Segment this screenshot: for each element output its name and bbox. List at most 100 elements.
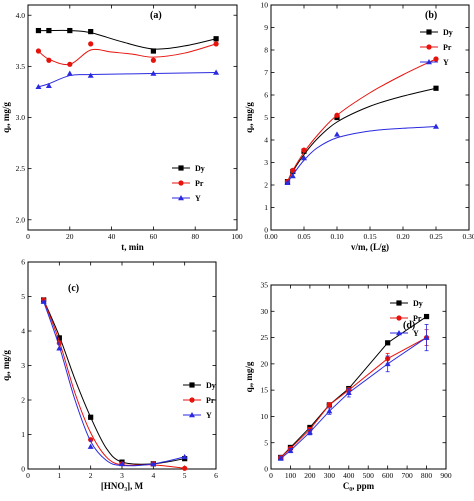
y-tick-label: 9 <box>264 23 268 32</box>
x-tick-label: 200 <box>304 471 316 480</box>
legend-marker <box>189 382 195 388</box>
data-point <box>345 389 352 396</box>
series-curve <box>287 58 437 182</box>
panel-b: 0.00 0.05 0.10 0.15 0.20 0.25 0.30 0 1 2 3 4 5 6 7 8 9 10… <box>244 1 474 252</box>
data-point <box>284 179 291 185</box>
legend: Dy Pr Y <box>390 299 423 338</box>
y-tick-label: 5 <box>264 113 268 122</box>
y-tick-label: 2 <box>264 181 268 190</box>
panel-tag: (b) <box>425 10 437 21</box>
data-point <box>289 173 296 179</box>
y-tick-label: 3.0 <box>16 113 26 122</box>
legend-marker <box>396 330 402 336</box>
data-point <box>182 465 188 471</box>
data-point <box>45 82 52 89</box>
x-tick-label: 800 <box>421 471 433 480</box>
legend-marker <box>189 412 195 418</box>
data-point <box>87 72 94 78</box>
y-tick-label: 4.0 <box>16 11 26 20</box>
data-point <box>423 313 430 320</box>
data-point <box>433 56 439 62</box>
legend-label: Pr <box>206 396 215 405</box>
y-tick-label: 3 <box>21 361 25 370</box>
x-tick-label: 0.05 <box>297 232 310 241</box>
legend-label: Pr <box>195 179 204 188</box>
legend-label: Pr <box>443 43 452 52</box>
data-point <box>384 360 391 367</box>
legend-marker <box>178 165 184 171</box>
y-axis-label: qₑ, mg/g <box>244 102 254 133</box>
data-point <box>277 455 284 461</box>
y-tick-label: 2.5 <box>16 164 26 173</box>
plot-frame <box>270 4 470 231</box>
data-point <box>290 167 296 173</box>
y-axis-label: qₑ, mg/g <box>1 350 11 381</box>
y-tick-label: 4 <box>264 136 268 145</box>
data-point <box>66 70 73 76</box>
x-tick-label: 20 <box>66 232 74 241</box>
data-point <box>67 61 73 67</box>
panel-d: 0 100 200 300 400 500 600 700 800 900 0 5 10 15 20 25 30… <box>244 281 452 491</box>
data-point <box>88 28 94 35</box>
y-tick-label: 15 <box>261 386 269 395</box>
legend: Dy Pr Y <box>420 28 453 67</box>
y-tick-label: 0 <box>264 226 268 235</box>
y-tick-label: 7 <box>264 68 268 77</box>
data-point <box>433 85 439 91</box>
data-point <box>150 48 156 54</box>
y-tick-label: 25 <box>261 333 269 342</box>
panel-tag: (d) <box>403 320 415 331</box>
data-point <box>67 27 73 34</box>
data-point <box>213 41 219 47</box>
series-dy <box>35 27 219 54</box>
x-tick-label: 0 <box>26 471 30 480</box>
x-axis-label: [HNO₃], M <box>101 481 144 491</box>
data-point <box>46 57 52 63</box>
data-point <box>385 340 391 346</box>
x-axis-label: v/m, (L/g) <box>351 242 389 252</box>
legend-label: Y <box>206 411 212 420</box>
y-tick-label: 10 <box>261 1 269 10</box>
legend: Dy Pr Y <box>183 381 216 420</box>
series-line <box>280 337 427 459</box>
series-y <box>40 298 188 467</box>
y-tick-label: 5 <box>264 438 268 447</box>
data-point <box>35 27 42 34</box>
y-tick-label: 30 <box>261 307 269 316</box>
y-tick-label: 6 <box>21 258 25 267</box>
x-axis-label: C₀, ppm <box>343 481 375 491</box>
data-point <box>213 69 220 75</box>
x-tick-label: 4 <box>151 471 155 480</box>
data-point <box>334 112 340 118</box>
x-tick-label: 2 <box>89 471 93 480</box>
y-tick-label: 3.5 <box>16 62 26 71</box>
data-point <box>87 443 94 449</box>
x-tick-label: 6 <box>214 471 218 480</box>
series-pr <box>35 41 219 67</box>
data-point <box>306 429 313 435</box>
data-point <box>150 70 157 76</box>
data-point <box>301 147 307 153</box>
y-tick-label: 0 <box>264 465 268 474</box>
legend-label: Dy <box>206 381 216 390</box>
x-tick-label: 40 <box>108 232 116 241</box>
series-curve <box>43 299 185 465</box>
series-curve <box>43 299 185 469</box>
series-curve <box>287 87 437 182</box>
x-tick-label: 0.00 <box>264 232 277 241</box>
data-point <box>181 453 188 460</box>
x-tick-label: 0.25 <box>429 232 442 241</box>
y-tick-label: 2 <box>21 396 25 405</box>
x-axis-label: t, min <box>121 242 144 252</box>
legend-marker <box>189 397 195 403</box>
legend-label: Y <box>195 194 201 203</box>
series-curve <box>38 29 217 50</box>
series-curve <box>38 72 217 88</box>
y-tick-label: 4 <box>21 327 25 336</box>
x-tick-label: 60 <box>150 232 158 241</box>
data-point <box>213 36 219 42</box>
data-point <box>326 408 333 414</box>
series-dy <box>284 85 439 185</box>
x-tick-label: 1 <box>57 471 61 480</box>
data-point <box>40 298 47 304</box>
